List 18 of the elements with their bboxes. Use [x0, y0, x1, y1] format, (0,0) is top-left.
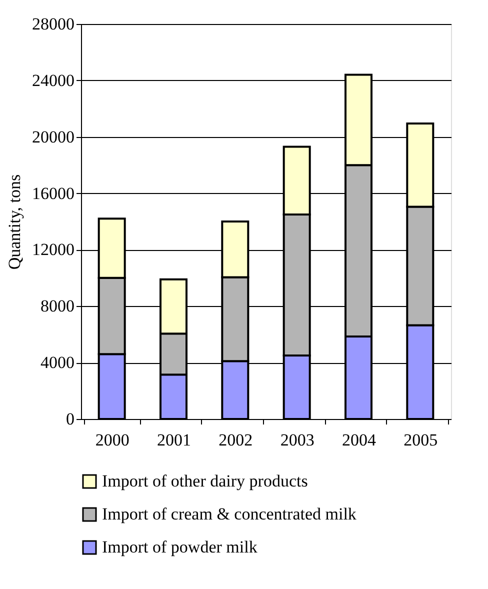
- legend-label: Import of cream & concentrated milk: [102, 504, 357, 524]
- y-axis-title: Quantity, tons: [5, 174, 24, 270]
- x-tick-label: 2000: [95, 430, 130, 450]
- legend-label: Import of powder milk: [102, 538, 258, 556]
- y-tick-label: 4000: [40, 353, 74, 372]
- legend-label: Import of other dairy products: [102, 472, 308, 490]
- y-tick-label: 28000: [32, 14, 74, 34]
- x-tick-label: 2004: [342, 430, 376, 450]
- y-tick-label: 20000: [32, 127, 74, 146]
- y-tick-label: 0: [66, 410, 74, 428]
- x-tick-label: 2001: [157, 430, 191, 450]
- y-tick-label: 12000: [32, 240, 74, 260]
- y-tick-label: 8000: [40, 296, 74, 316]
- x-tick-label: 2002: [218, 430, 253, 450]
- x-tick-label: 2005: [404, 430, 438, 450]
- y-tick-label: 16000: [32, 184, 74, 203]
- x-tick-label: 2003: [280, 430, 314, 450]
- y-tick-label: 24000: [32, 70, 74, 90]
